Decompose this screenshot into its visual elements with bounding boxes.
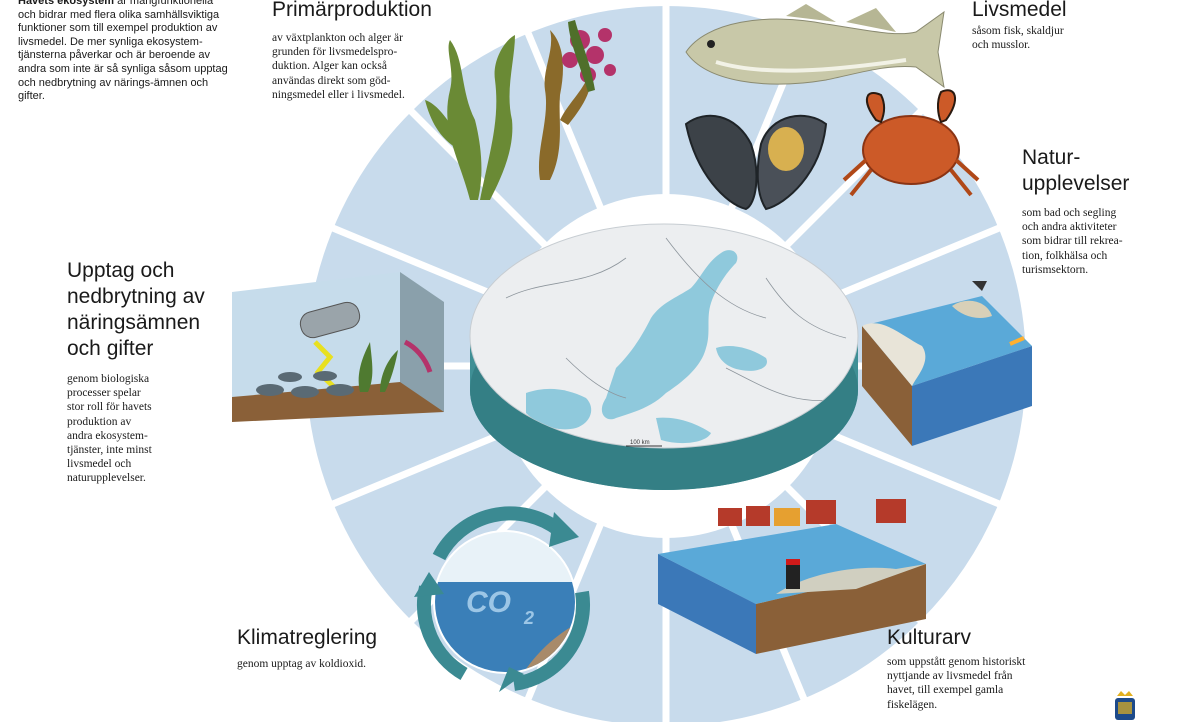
upptag-title: Upptag och nedbrytning av näringsämnen o… — [67, 259, 205, 360]
nature-recreation-illustration — [862, 281, 1032, 446]
co2-subscript: 2 — [523, 608, 534, 628]
primarproduktion-title: Primärproduktion — [272, 0, 432, 21]
cod-fish-illustration — [685, 4, 945, 89]
kulturarv-text: som uppstått genom historiskt nyttjande … — [887, 656, 1026, 711]
livsmedel-text: såsom fisk, skaldjur och musslor. — [972, 25, 1064, 52]
nutrient-uptake-illustration — [232, 272, 444, 422]
baltic-sea-map-disc: 100 km — [469, 223, 859, 490]
crab-illustration — [842, 89, 980, 197]
mussels-illustration — [684, 114, 828, 211]
intro-lead: Havets ekosystem — [18, 0, 115, 7]
fishing-village-illustration — [658, 499, 926, 654]
primarproduktion-text: av växtplankton och alger är grunden för… — [272, 32, 405, 101]
livsmedel-title: Livsmedel — [972, 0, 1067, 21]
co2-cycle-illustration: CO 2 — [414, 506, 591, 692]
intro-text: Havets ekosystem är mångfunktionella och… — [18, 0, 230, 104]
map-scale-label: 100 km — [630, 440, 650, 446]
naturupplevelser-text: som bad och segling och andra aktivitete… — [1022, 207, 1123, 276]
kulturarv-title: Kulturarv — [887, 626, 972, 649]
naturupplevelser-title: Natur- upplevelser — [1022, 146, 1130, 195]
swedish-crown-emblem-icon — [1115, 691, 1135, 720]
seaweed-illustration — [425, 20, 616, 200]
co2-label: CO — [466, 586, 511, 619]
intro-body: är mångfunktionella och bidrar med flera… — [18, 0, 228, 103]
klimatreglering-text: genom upptag av koldioxid. — [237, 658, 367, 670]
upptag-text: genom biologiska processer spelar stor r… — [67, 373, 152, 485]
klimatreglering-title: Klimatreglering — [237, 626, 378, 649]
